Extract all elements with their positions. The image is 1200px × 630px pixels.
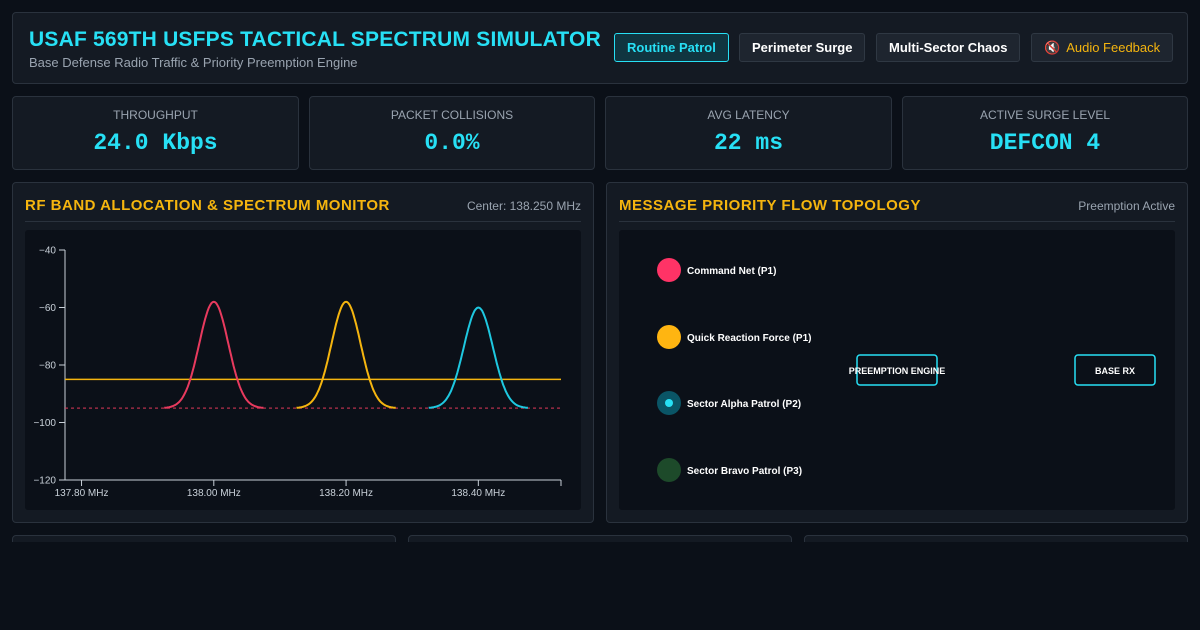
command-net-label: Command Net (P1) bbox=[687, 266, 776, 277]
avg-latency-label: AVG LATENCY bbox=[707, 108, 790, 122]
surge-level-label: ACTIVE SURGE LEVEL bbox=[979, 108, 1111, 122]
base-rx-label: BASE RX bbox=[1095, 366, 1135, 376]
sector-bravo-patrol-label: Sector Bravo Patrol (P3) bbox=[687, 466, 802, 477]
y-tick-label: −40 bbox=[39, 246, 56, 257]
quick-reaction-force-node[interactable] bbox=[657, 325, 681, 349]
y-tick-label: −120 bbox=[33, 476, 56, 487]
spectrum-center-frequency: Center: 138.250 MHz bbox=[466, 199, 581, 213]
perimeter-surge-button[interactable]: Perimeter Surge bbox=[739, 33, 866, 62]
x-tick-label: 138.40 MHz bbox=[451, 488, 505, 499]
spectrum-panel: RF BAND ALLOCATION & SPECTRUM MONITOR Ce… bbox=[12, 182, 638, 523]
spectrum-title: RF BAND ALLOCATION & SPECTRUM MONITOR bbox=[25, 197, 390, 214]
x-axis: 137.80 MHz 138.00 MHz 138.20 MHz 138.40 MHz… bbox=[55, 479, 638, 499]
routine-patrol-button[interactable]: Routine Patrol bbox=[614, 33, 729, 62]
preemption-engine-label: PREEMPTION ENGINE bbox=[849, 366, 946, 376]
y-axis: −40 −60 −80 −100 −120 bbox=[33, 246, 66, 487]
channel-1-curve bbox=[164, 300, 264, 409]
preemption-status: Preemption Active bbox=[1078, 199, 1175, 213]
multi-sector-chaos-button[interactable]: Multi-Sector Chaos bbox=[876, 33, 1021, 62]
viewport-fold bbox=[0, 542, 1200, 630]
spectrum-chart-area: −40 −60 −80 −100 −120 137.80 MHz 138.00 MHz 13… bbox=[25, 230, 638, 510]
x-tick-label: 138.00 MHz bbox=[187, 488, 241, 499]
y-tick-label: −80 bbox=[39, 361, 56, 372]
sector-bravo-patrol-node[interactable] bbox=[657, 458, 681, 482]
app-title: USAF 569TH USFPS TACTICAL SPECTRUM SIMUL… bbox=[29, 28, 601, 51]
y-tick-label: −100 bbox=[33, 418, 56, 429]
packet-collisions-label: PACKET COLLISIONS bbox=[390, 108, 514, 122]
x-tick-label: 137.80 MHz bbox=[55, 488, 109, 499]
sector-alpha-active-dot bbox=[665, 399, 673, 407]
avg-latency-card: AVG LATENCY 22 ms bbox=[605, 96, 892, 170]
topology-diagram: Command Net (P1) Quick Reaction Force (P… bbox=[657, 258, 1156, 482]
topology-title: MESSAGE PRIORITY FLOW TOPOLOGY bbox=[619, 197, 921, 214]
audio-feedback-label: Audio Feedback bbox=[1066, 40, 1161, 55]
speaker-muted-icon: 🔇 bbox=[1044, 40, 1061, 55]
channel-3-curve bbox=[428, 306, 528, 409]
quick-reaction-force-label: Quick Reaction Force (P1) bbox=[687, 333, 811, 344]
header-panel: USAF 569TH USFPS TACTICAL SPECTRUM SIMUL… bbox=[12, 12, 1188, 84]
surge-level-value: DEFCON 4 bbox=[989, 130, 1101, 156]
topology-panel: MESSAGE PRIORITY FLOW TOPOLOGY Preemptio… bbox=[606, 182, 1188, 523]
sector-alpha-patrol-label: Sector Alpha Patrol (P2) bbox=[687, 399, 801, 410]
throughput-value: 24.0 Kbps bbox=[93, 130, 218, 156]
surge-level-card: ACTIVE SURGE LEVEL DEFCON 4 bbox=[902, 96, 1188, 170]
app-subtitle: Base Defense Radio Traffic & Priority Pr… bbox=[29, 55, 358, 70]
packet-collisions-card: PACKET COLLISIONS 0.0% bbox=[309, 96, 595, 170]
x-tick-label: 138.20 MHz bbox=[319, 488, 373, 499]
preemption-engine-node[interactable] bbox=[856, 354, 938, 386]
avg-latency-value: 22 ms bbox=[713, 130, 783, 156]
packet-collisions-value: 0.0% bbox=[424, 130, 480, 156]
throughput-label: THROUGHPUT bbox=[113, 108, 198, 122]
channel-2-curve bbox=[296, 300, 396, 409]
audio-feedback-button[interactable]: 🔇 Audio Feedback bbox=[1031, 33, 1174, 62]
base-rx-node[interactable] bbox=[1074, 354, 1156, 386]
y-tick-label: −60 bbox=[39, 303, 56, 314]
command-net-node[interactable] bbox=[657, 258, 681, 282]
spectrum-divider bbox=[25, 221, 581, 222]
spectrum-series bbox=[65, 300, 561, 409]
topology-diagram-area: Command Net (P1) Quick Reaction Force (P… bbox=[619, 230, 1175, 510]
throughput-card: THROUGHPUT 24.0 Kbps bbox=[12, 96, 299, 170]
topology-divider bbox=[619, 221, 1175, 222]
spectrum-chart: −40−60−80−100−120 137.80 MHz 138.00 MHz 13… bbox=[33, 246, 638, 500]
